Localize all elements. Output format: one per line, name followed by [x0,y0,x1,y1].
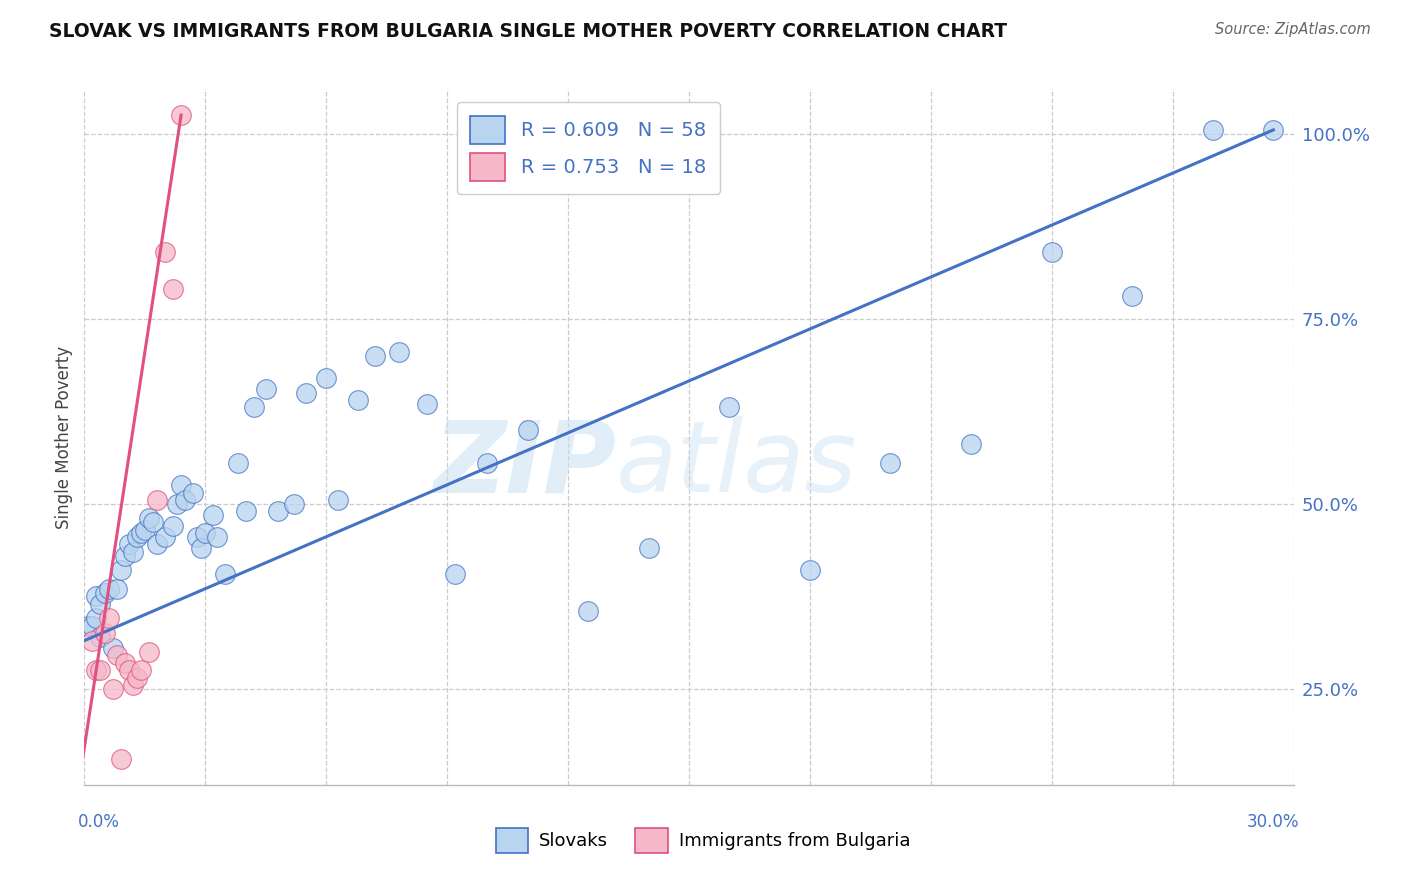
Text: 0.0%: 0.0% [79,813,120,830]
Point [114,549,136,563]
Point [125,671,148,685]
Text: SLOVAK VS IMMIGRANTS FROM BULGARIA SINGLE MOTHER POVERTY CORRELATION CHART: SLOVAK VS IMMIGRANTS FROM BULGARIA SINGL… [49,22,1007,41]
Point [162,282,184,296]
Point [134,523,156,537]
Point [97,611,120,625]
Point [347,393,370,408]
Point [89,597,111,611]
Point [477,456,499,470]
Point [110,563,132,577]
Text: 30.0%: 30.0% [1247,813,1299,830]
Point [181,485,204,500]
Text: ZIP: ZIP [433,417,616,514]
Point [82,633,104,648]
Point [101,640,124,655]
Point [153,530,176,544]
Point [799,563,821,577]
Legend: R = 0.609   N = 58, R = 0.753   N = 18: R = 0.609 N = 58, R = 0.753 N = 18 [457,103,720,194]
Point [162,519,184,533]
Text: atlas: atlas [616,417,858,514]
Point [138,645,160,659]
Point [170,108,193,122]
Point [194,526,217,541]
Legend: Slovaks, Immigrants from Bulgaria: Slovaks, Immigrants from Bulgaria [489,821,917,861]
Point [142,515,165,529]
Point [170,478,193,492]
Point [93,626,115,640]
Point [388,345,411,359]
Point [93,585,115,599]
Point [214,567,236,582]
Point [1202,123,1225,137]
Point [82,619,104,633]
Point [129,663,152,677]
Point [207,530,229,544]
Point [110,752,132,766]
Point [86,589,108,603]
Point [202,508,225,522]
Point [86,663,108,677]
Point [267,504,290,518]
Point [516,423,538,437]
Point [118,537,141,551]
Point [363,349,385,363]
Point [121,678,143,692]
Point [1121,289,1143,303]
Point [153,245,176,260]
Point [718,401,741,415]
Point [1263,123,1285,137]
Point [190,541,212,555]
Point [960,437,983,451]
Point [166,497,188,511]
Point [174,493,197,508]
Point [328,493,350,508]
Point [879,456,901,470]
Point [315,371,337,385]
Point [146,493,169,508]
Point [637,541,659,555]
Point [114,656,136,670]
Point [444,567,467,582]
Point [125,530,148,544]
Point [295,385,318,400]
Point [283,497,305,511]
Point [129,526,152,541]
Point [97,582,120,596]
Point [101,681,124,696]
Point [416,397,439,411]
Point [186,530,208,544]
Point [576,604,599,618]
Point [86,611,108,625]
Point [89,630,111,644]
Point [242,401,264,415]
Point [146,537,169,551]
Point [138,511,160,525]
Point [226,456,249,470]
Point [235,504,257,518]
Point [118,663,141,677]
Point [105,648,128,663]
Point [77,619,100,633]
Point [89,663,111,677]
Point [1040,245,1063,260]
Point [121,545,143,559]
Y-axis label: Single Mother Poverty: Single Mother Poverty [55,345,73,529]
Point [254,382,277,396]
Point [105,582,128,596]
Text: Source: ZipAtlas.com: Source: ZipAtlas.com [1215,22,1371,37]
